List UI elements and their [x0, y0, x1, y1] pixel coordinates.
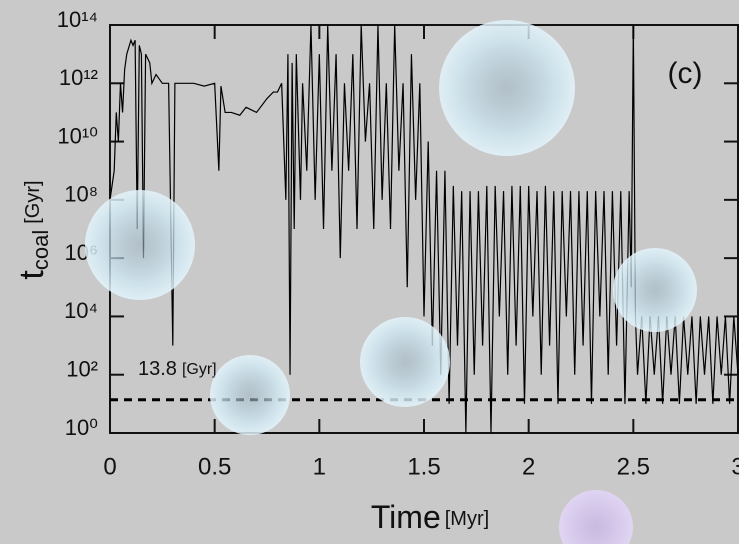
y-label-unit: [Gyr]	[22, 180, 44, 223]
y-tick-label: 10¹²	[59, 65, 98, 90]
y-tick-label: 10¹⁰	[57, 123, 98, 148]
panel-label: (c)	[668, 57, 703, 90]
y-tick-label: 10¹⁴	[57, 7, 98, 32]
x-label-unit: [Myr]	[445, 508, 489, 530]
y-label-subscript: coal	[28, 230, 53, 270]
x-axis-label: Time [Myr]	[371, 499, 489, 535]
x-tick-label: 3	[731, 453, 739, 480]
y-tick-label: 10²	[66, 357, 98, 382]
x-tick-label: 0	[103, 453, 116, 480]
reference-label: 13.8 [Gyr]	[138, 358, 217, 380]
x-tick-label: 0.5	[198, 453, 231, 480]
y-tick-label: 10⁰	[65, 415, 98, 440]
reference-value: 13.8	[138, 358, 177, 380]
reference-unit: [Gyr]	[182, 361, 217, 378]
x-tick-label: 2	[522, 453, 535, 480]
x-tick-label: 1	[313, 453, 326, 480]
y-axis-label: tcoal [Gyr]	[13, 180, 53, 279]
y-tick-label: 10⁴	[64, 298, 98, 323]
x-tick-label: 1.5	[407, 453, 440, 480]
y-tick-label: 10⁸	[64, 182, 98, 207]
y-label-text: t	[13, 270, 51, 280]
x-label-text: Time	[371, 499, 441, 535]
y-tick-label: 10⁶	[64, 240, 98, 265]
x-tick-label: 2.5	[617, 453, 650, 480]
